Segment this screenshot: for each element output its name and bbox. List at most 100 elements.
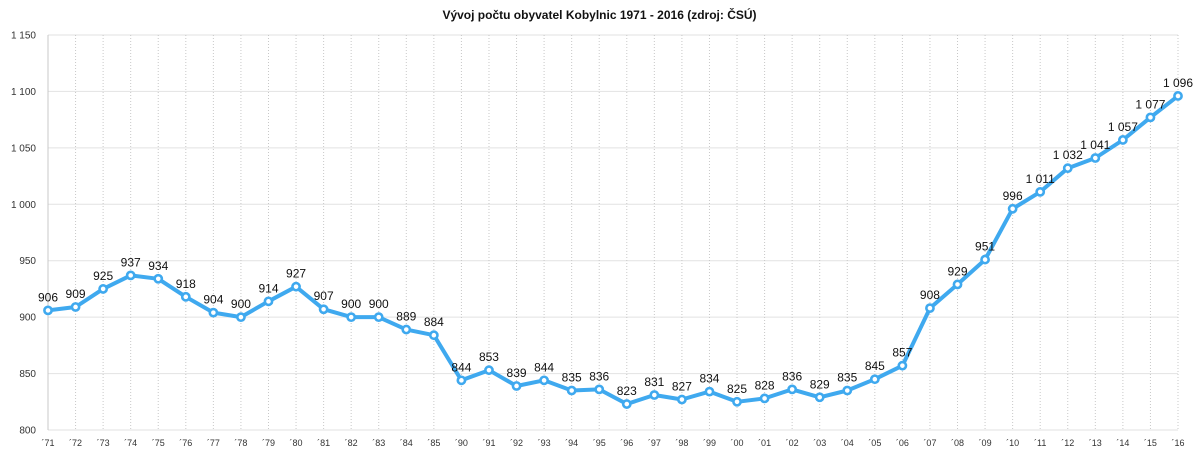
- data-point: [208, 307, 219, 318]
- x-tick-label: ´10: [1006, 438, 1019, 448]
- data-label: 1 057: [1108, 120, 1138, 134]
- data-label: 918: [176, 277, 196, 291]
- data-point: [373, 312, 384, 323]
- data-label: 996: [1003, 189, 1023, 203]
- data-point: [925, 303, 935, 314]
- x-tick-label: ´09: [979, 438, 992, 448]
- data-label: 907: [314, 289, 334, 303]
- data-label: 831: [644, 375, 664, 389]
- data-point: [43, 305, 53, 316]
- x-tick-label: ´04: [841, 438, 854, 448]
- x-tick-label: ´83: [372, 438, 385, 448]
- data-point: [594, 384, 605, 395]
- data-label: 836: [589, 369, 609, 383]
- data-point: [759, 393, 770, 404]
- data-label: 937: [121, 255, 141, 269]
- data-point: [1090, 153, 1101, 163]
- data-label: 828: [755, 378, 775, 392]
- data-label: 900: [369, 297, 389, 311]
- x-tick-label: ´06: [896, 438, 909, 448]
- data-label: 934: [148, 259, 168, 273]
- y-tick-label: 1 100: [11, 87, 36, 98]
- data-label: 823: [617, 384, 637, 398]
- data-point: [1117, 135, 1128, 145]
- data-point: [814, 392, 825, 403]
- x-tick-label: ´94: [565, 438, 578, 448]
- x-tick-label: ´11: [1034, 438, 1046, 448]
- x-tick-label: ´92: [510, 438, 523, 448]
- data-point: [291, 281, 301, 292]
- x-tick-label: ´16: [1171, 438, 1184, 448]
- data-label: 857: [892, 346, 912, 360]
- x-tick-label: ´72: [69, 438, 82, 448]
- x-tick-label: ´07: [923, 438, 936, 448]
- data-point: [539, 375, 549, 386]
- y-tick-label: 900: [19, 313, 36, 324]
- data-point: [649, 390, 660, 400]
- x-tick-label: ´93: [538, 438, 551, 448]
- data-label: 914: [258, 281, 278, 295]
- x-tick-label: ´01: [758, 438, 771, 448]
- x-tick-label: ´96: [620, 438, 633, 448]
- data-point: [1035, 186, 1046, 197]
- x-tick-label: ´97: [648, 438, 661, 448]
- data-point: [869, 374, 880, 385]
- x-tick-label: ´78: [234, 438, 247, 448]
- x-tick-label: ´79: [262, 438, 275, 448]
- data-point: [621, 399, 632, 409]
- data-point: [566, 385, 577, 396]
- series-line: [46, 93, 1180, 406]
- data-point: [1007, 203, 1018, 214]
- data-point: [180, 291, 191, 302]
- data-label: 825: [727, 382, 747, 396]
- data-point: [1173, 91, 1183, 101]
- data-point: [787, 384, 798, 395]
- data-label: 835: [837, 371, 857, 385]
- x-tick-label: ´02: [786, 438, 799, 448]
- data-label: 889: [396, 310, 416, 324]
- data-point: [456, 375, 467, 386]
- data-point: [897, 360, 908, 371]
- y-tick-label: 850: [19, 369, 36, 380]
- data-point: [98, 284, 109, 294]
- x-tick-label: ´98: [675, 438, 688, 448]
- data-label: 839: [507, 366, 527, 380]
- data-point: [952, 279, 963, 290]
- data-label: 904: [203, 293, 223, 307]
- data-point: [263, 296, 274, 307]
- data-point: [346, 312, 357, 323]
- data-label: 834: [699, 372, 719, 386]
- data-label: 906: [38, 290, 58, 304]
- x-tick-label: ´80: [290, 438, 303, 448]
- x-tick-label: ´75: [152, 438, 165, 448]
- x-tick-label: ´91: [482, 438, 495, 448]
- data-point: [980, 254, 990, 265]
- data-label: 929: [947, 264, 967, 278]
- data-label: 829: [810, 377, 830, 391]
- data-label: 951: [975, 240, 995, 254]
- data-point: [704, 386, 715, 397]
- x-tick-label: ´85: [427, 438, 440, 448]
- data-point: [1145, 112, 1156, 123]
- data-label: 1 032: [1053, 148, 1083, 162]
- x-tick-label: ´13: [1089, 438, 1102, 448]
- x-tick-label: ´95: [593, 438, 606, 448]
- y-tick-label: 1 050: [11, 143, 36, 154]
- data-label: 827: [672, 380, 692, 394]
- data-label: 835: [562, 371, 582, 385]
- data-label: 836: [782, 369, 802, 383]
- data-point: [318, 304, 329, 315]
- x-tick-label: ´82: [345, 438, 358, 448]
- x-tick-label: ´81: [317, 438, 330, 448]
- data-label: 900: [341, 297, 361, 311]
- x-tick-label: ´73: [97, 438, 110, 448]
- data-point: [511, 381, 522, 391]
- y-tick-label: 1 000: [11, 200, 36, 211]
- x-tick-label: ´74: [124, 438, 137, 448]
- x-tick-label: ´84: [400, 438, 413, 448]
- data-point: [153, 273, 164, 284]
- x-tick-label: ´12: [1061, 438, 1074, 448]
- data-point: [236, 312, 246, 323]
- data-point: [732, 396, 742, 407]
- x-tick-label: ´05: [868, 438, 881, 448]
